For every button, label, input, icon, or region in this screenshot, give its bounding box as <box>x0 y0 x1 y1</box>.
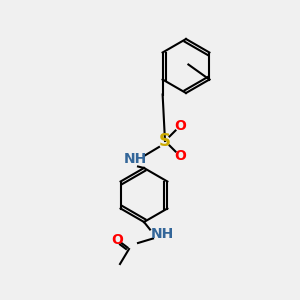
Text: O: O <box>174 149 186 163</box>
Text: NH: NH <box>123 152 147 166</box>
Text: S: S <box>159 132 171 150</box>
Text: O: O <box>174 119 186 133</box>
Text: O: O <box>111 233 123 247</box>
Text: NH: NH <box>150 227 174 241</box>
